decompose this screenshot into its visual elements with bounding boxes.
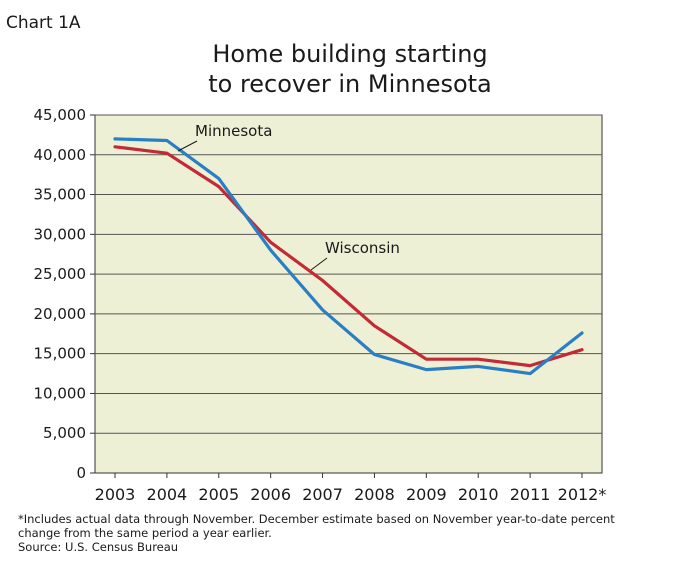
y-tick-label-15000: 15,000 — [34, 345, 87, 363]
y-tick-label-35000: 35,000 — [34, 186, 87, 204]
x-tick-label-8: 2011 — [510, 485, 551, 504]
y-tick-label-30000: 30,000 — [34, 225, 87, 243]
chart-number: Chart 1A — [6, 13, 81, 33]
series-line-wisconsin — [113, 145, 584, 368]
y-tick-label-25000: 25,000 — [34, 265, 87, 283]
x-tick-label-5: 2008 — [354, 485, 395, 504]
x-tick-label-7: 2010 — [458, 485, 499, 504]
y-tick-label-5000: 5,000 — [43, 424, 86, 442]
footnote-line-2: change from the same period a year earli… — [18, 526, 272, 540]
x-tick-label-6: 2009 — [406, 485, 447, 504]
y-tick-label-10000: 10,000 — [34, 384, 87, 402]
y-tick-label-45000: 45,000 — [34, 106, 87, 124]
x-tick-label-3: 2006 — [250, 485, 291, 504]
series-label-wisconsin: Wisconsin — [325, 239, 400, 257]
plot-area — [94, 114, 603, 474]
chart-title-line-2: to recover in Minnesota — [208, 70, 492, 98]
footnote-source: Source: U.S. Census Bureau — [18, 540, 178, 554]
x-tick-label-2: 2005 — [198, 485, 239, 504]
footnote-line-1: *Includes actual data through November. … — [18, 512, 615, 526]
series-line-minnesota — [113, 137, 584, 376]
chart-title-line-1: Home building starting — [212, 40, 487, 68]
x-tick-label-9: 2012* — [558, 485, 607, 504]
series-label-minnesota: Minnesota — [195, 122, 272, 140]
y-tick-label-0: 0 — [76, 464, 86, 482]
y-tick-label-20000: 20,000 — [34, 305, 87, 323]
x-tick-label-4: 2007 — [302, 485, 343, 504]
series-label-leader-minnesota — [177, 140, 198, 152]
y-tick-label-40000: 40,000 — [34, 146, 87, 164]
series-label-leader-wisconsin — [310, 257, 328, 271]
x-tick-label-1: 2004 — [147, 485, 188, 504]
x-tick-label-0: 2003 — [95, 485, 136, 504]
